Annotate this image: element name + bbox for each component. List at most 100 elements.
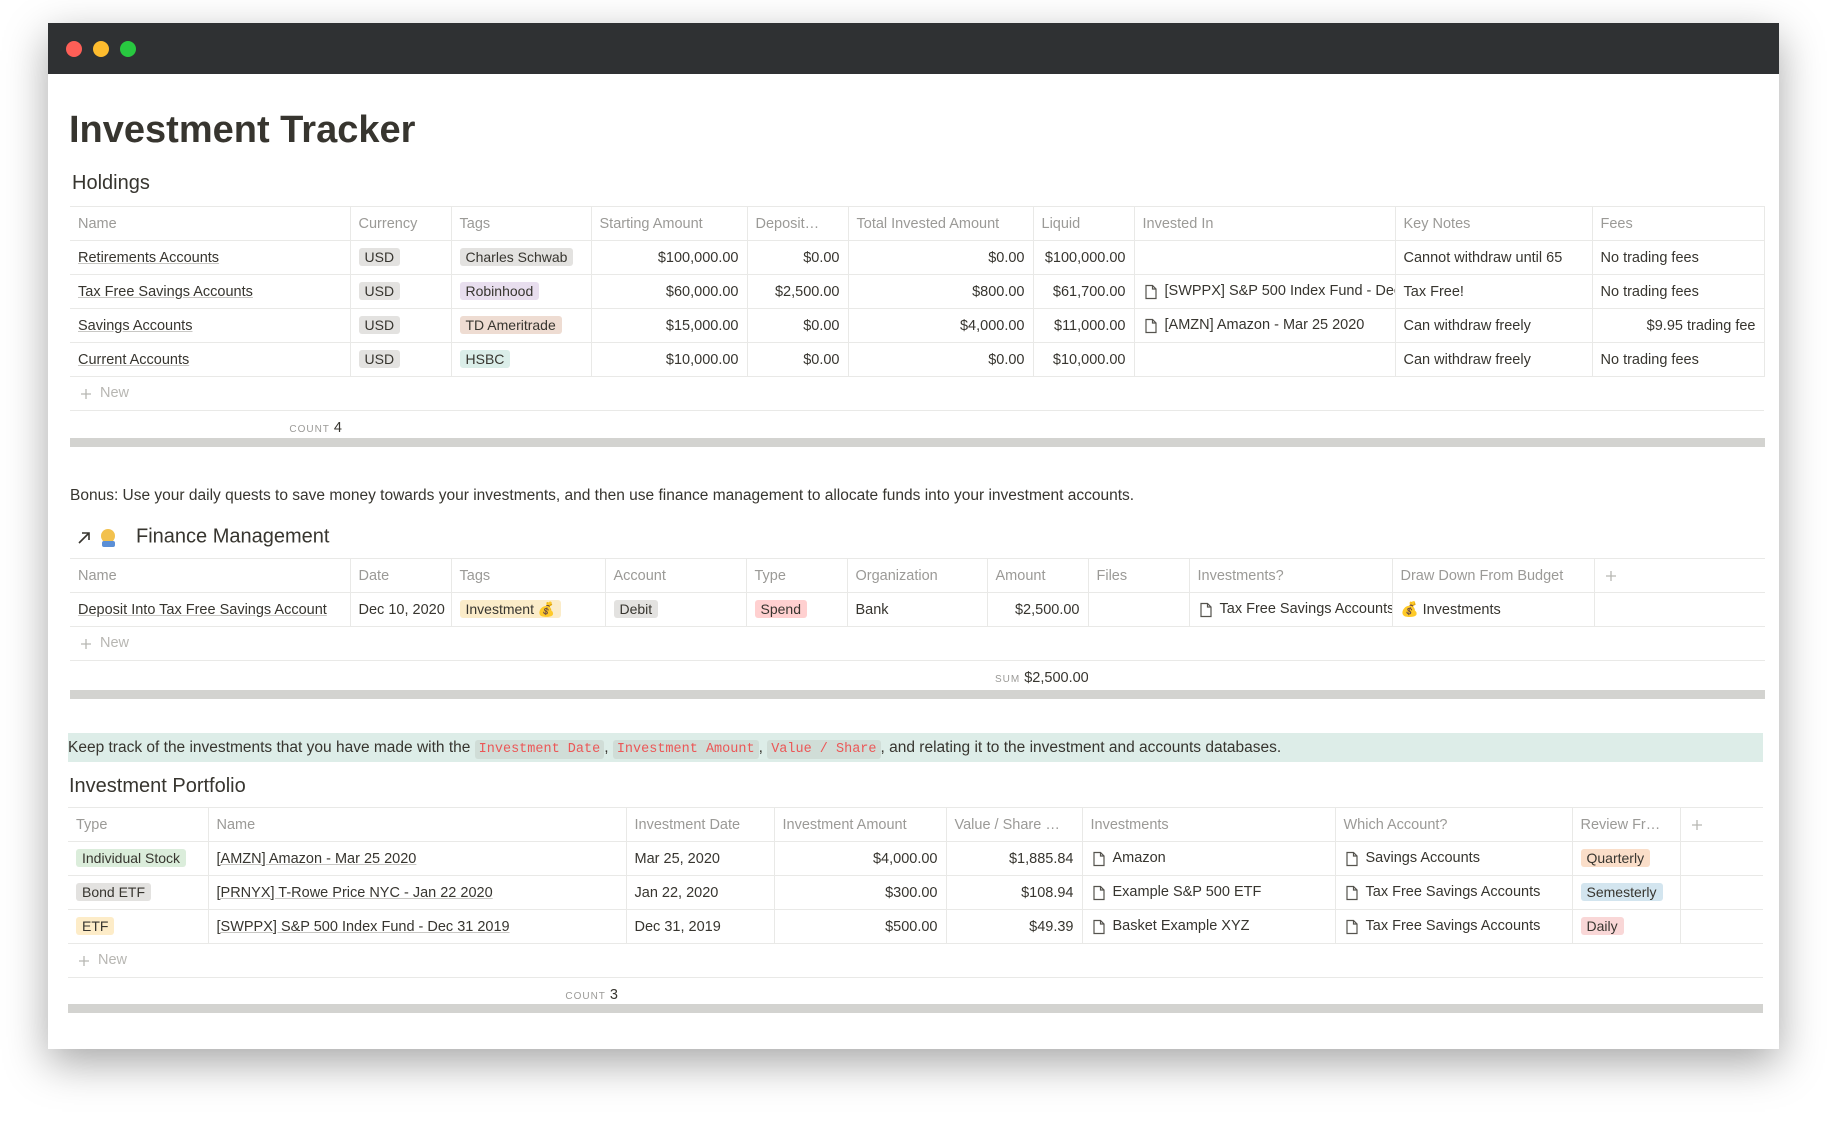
new-button[interactable]: New xyxy=(70,376,1764,411)
column-header[interactable]: Amount xyxy=(987,558,1089,593)
footer-value: 4 xyxy=(333,419,342,436)
column-header[interactable]: Type xyxy=(746,558,848,593)
table: Name Date Tags Account Type Organization Amoun… xyxy=(70,558,1765,695)
row-title[interactable]: Current Accounts xyxy=(78,351,190,368)
column-header[interactable]: Review Fr… xyxy=(1572,807,1681,842)
note-text: Keep track of the investments that you h… xyxy=(68,739,475,756)
row-title[interactable]: Savings Accounts xyxy=(78,317,193,334)
add-column[interactable] xyxy=(1680,807,1763,842)
column-header[interactable]: Files xyxy=(1088,558,1190,593)
column-header[interactable]: Starting Amount xyxy=(591,206,748,241)
column-header[interactable]: Date xyxy=(350,558,452,593)
footer-label: COUNT xyxy=(289,423,330,435)
column-header[interactable]: Tags xyxy=(451,206,592,241)
tag: USD xyxy=(358,350,401,368)
cell: [PRNYX] T-Rowe Price NYC - Jan 22 2020 xyxy=(208,875,627,910)
column-header[interactable]: Invested In xyxy=(1134,206,1396,241)
row-title[interactable]: Deposit Into Tax Free Savings Account xyxy=(78,601,327,618)
new-button[interactable]: New xyxy=(68,943,1763,978)
page-link[interactable]: 💰 Investments xyxy=(1400,602,1501,618)
footer-cell xyxy=(70,660,350,695)
page-link[interactable]: [AMZN] Amazon - Mar 25 2020 xyxy=(1164,317,1365,334)
column-header[interactable]: Which Account? xyxy=(1335,807,1573,842)
finance-title[interactable]: Finance Management xyxy=(136,525,330,548)
new-row[interactable]: New xyxy=(68,943,1763,978)
cell-text: $300.00 xyxy=(885,884,938,901)
tag: Daily xyxy=(1580,917,1624,935)
tag: Robinhood xyxy=(459,282,540,300)
footer-cell: SUM $2,500.00 xyxy=(987,660,1088,695)
note-callout: Keep track of the investments that you h… xyxy=(68,733,1763,762)
footer-row: SUM $2,500.00 xyxy=(70,660,1765,695)
add-column[interactable] xyxy=(1594,558,1765,593)
footer-label: COUNT xyxy=(565,990,606,1002)
page-icon xyxy=(1092,919,1105,934)
minimize-button[interactable] xyxy=(93,41,109,57)
footer-label: SUM xyxy=(995,673,1021,685)
cell-text: $10,000.00 xyxy=(1052,351,1126,368)
page-link[interactable]: Tax Free Savings Accounts xyxy=(1365,884,1541,901)
page-link[interactable]: Savings Accounts xyxy=(1365,850,1480,867)
new-button[interactable]: New xyxy=(70,626,1765,661)
row-title[interactable]: Retirements Accounts xyxy=(78,249,220,266)
cell-text: Dec 10, 2020 xyxy=(358,601,445,618)
tag: Bond ETF xyxy=(76,883,152,901)
page-link[interactable]: Tax Free Savings Accounts xyxy=(1365,918,1541,935)
cell: Spend xyxy=(746,592,848,627)
tag: USD xyxy=(358,248,401,266)
plus-icon xyxy=(79,955,89,966)
plus-icon xyxy=(1605,570,1616,581)
page-link[interactable]: Example S&P 500 ETF xyxy=(1112,884,1262,901)
zoom-button[interactable] xyxy=(120,41,136,57)
cell: USD xyxy=(350,342,452,377)
column-header[interactable]: Organization xyxy=(847,558,988,593)
row-title[interactable]: [SWPPX] S&P 500 Index Fund - Dec 31 2019 xyxy=(216,918,510,935)
cell: Retirements Accounts xyxy=(70,240,351,275)
table: Type Name Investment Date Investment Amount… xyxy=(68,807,1763,1012)
column-header[interactable]: Investments xyxy=(1082,807,1336,842)
column-header[interactable]: Draw Down From Budget xyxy=(1392,558,1595,593)
cell: No trading fees xyxy=(1592,342,1765,377)
cell-text: $9.95 trading fee xyxy=(1646,317,1756,334)
page-link[interactable]: Tax Free Savings Accounts xyxy=(1219,601,1392,618)
close-button[interactable] xyxy=(66,41,82,57)
cell-text: $0.00 xyxy=(803,351,840,368)
new-label: New xyxy=(98,952,128,969)
column-header[interactable]: Investment Date xyxy=(626,807,775,842)
row-title[interactable]: [PRNYX] T-Rowe Price NYC - Jan 22 2020 xyxy=(216,884,493,901)
column-header[interactable]: Total Invested Amount xyxy=(848,206,1034,241)
page-link[interactable]: Amazon xyxy=(1112,850,1166,867)
cell: $10,000.00 xyxy=(1033,342,1135,377)
row: Deposit Into Tax Free Savings Account Dec… xyxy=(70,592,1765,627)
cell: No trading fees xyxy=(1592,240,1765,275)
cell: USD xyxy=(350,240,452,275)
column-header[interactable]: Deposit… xyxy=(747,206,849,241)
page-link[interactable]: Basket Example XYZ xyxy=(1112,918,1250,935)
row-title[interactable]: Tax Free Savings Accounts xyxy=(78,283,253,300)
column-header[interactable]: Name xyxy=(70,558,351,593)
column-header[interactable]: Name xyxy=(70,206,351,241)
page-link[interactable]: [SWPPX] S&P 500 Index Fund - Dec xyxy=(1164,283,1395,300)
row-title[interactable]: [AMZN] Amazon - Mar 25 2020 xyxy=(216,850,417,867)
page-title: Investment Tracker xyxy=(69,109,416,151)
row: Retirements Accounts USD Charles Schwab $10… xyxy=(70,240,1765,275)
column-header[interactable]: Investment Amount xyxy=(774,807,947,842)
new-row[interactable]: New xyxy=(70,376,1764,411)
column-header[interactable]: Type xyxy=(68,807,209,842)
column-header[interactable]: Tags xyxy=(451,558,606,593)
column-header[interactable]: Investments? xyxy=(1189,558,1393,593)
column-header[interactable]: Liquid xyxy=(1033,206,1135,241)
new-row[interactable]: New xyxy=(70,626,1765,661)
cell: $0.00 xyxy=(747,240,849,275)
divider xyxy=(68,1004,1763,1013)
tag: ETF xyxy=(76,917,115,935)
column-header[interactable]: Key Notes xyxy=(1395,206,1593,241)
cell-text: $1,885.84 xyxy=(1008,850,1074,867)
column-header[interactable]: Currency xyxy=(350,206,452,241)
column-header[interactable]: Value / Share … xyxy=(946,807,1083,842)
column-header[interactable]: Account xyxy=(605,558,747,593)
cell: [SWPPX] S&P 500 Index Fund - Dec 31 2019 xyxy=(208,909,627,944)
column-header[interactable]: Name xyxy=(208,807,627,842)
cell: Example S&P 500 ETF xyxy=(1082,875,1336,910)
column-header[interactable]: Fees xyxy=(1592,206,1765,241)
